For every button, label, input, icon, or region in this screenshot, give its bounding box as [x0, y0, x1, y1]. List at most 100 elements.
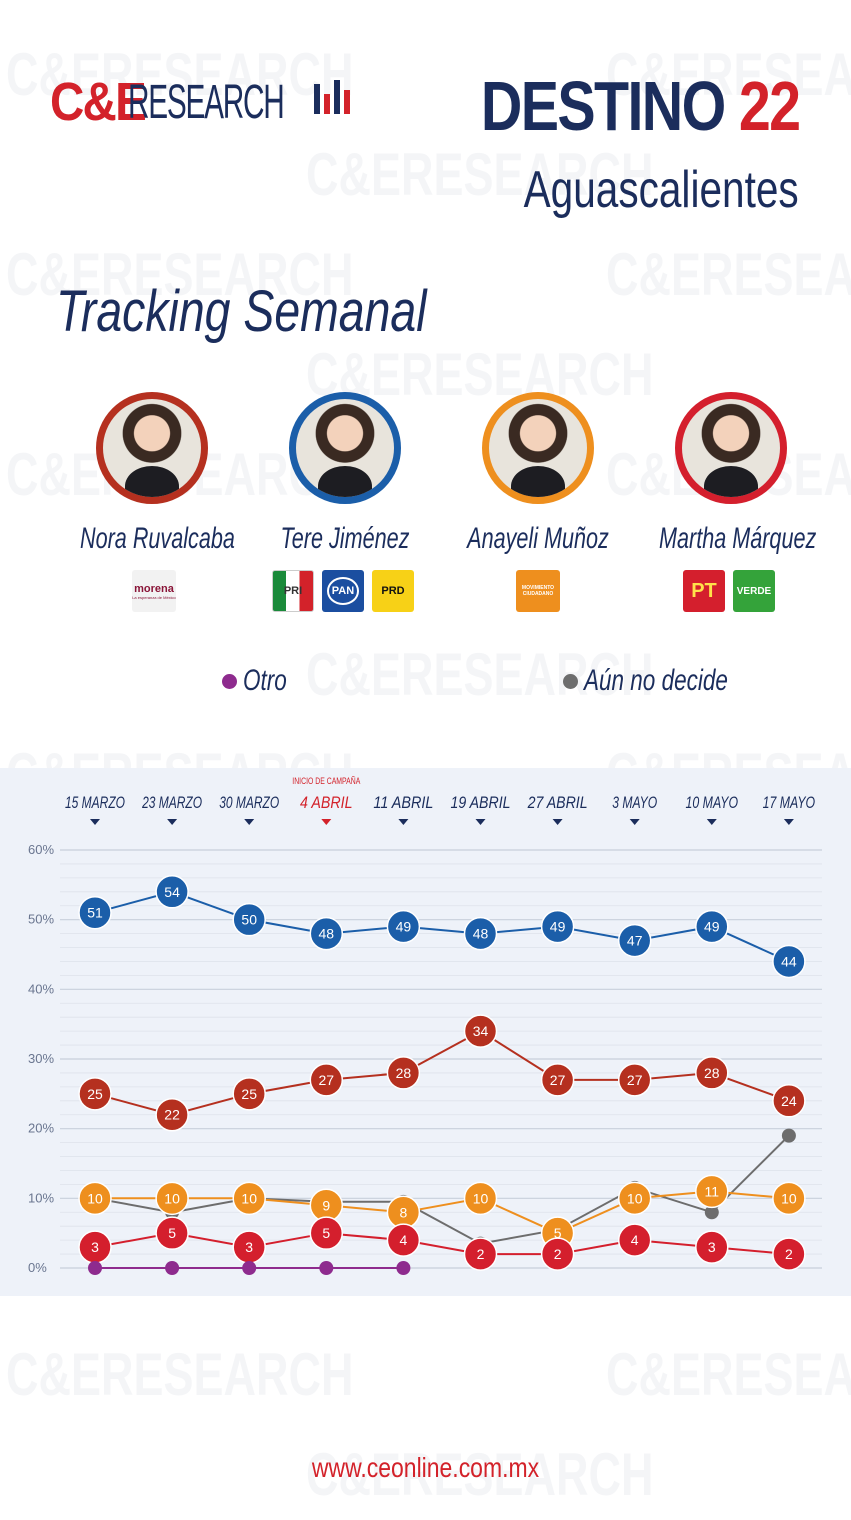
data-point — [309, 916, 344, 951]
legend-dot-icon — [563, 673, 578, 689]
x-marker-icon — [167, 819, 178, 825]
data-label: 27 — [627, 1072, 643, 1088]
y-tick-label: 60% — [28, 842, 54, 857]
data-point — [88, 1261, 102, 1275]
data-point — [617, 1223, 652, 1257]
data-label: 49 — [396, 919, 412, 935]
data-label: 54 — [164, 884, 180, 900]
x-marker-icon — [398, 819, 409, 825]
data-label: 28 — [396, 1065, 412, 1081]
data-label: 2 — [477, 1246, 485, 1262]
data-point — [463, 1237, 498, 1271]
data-label: 10 — [164, 1190, 180, 1206]
watermark-text: C&ERESEARCH — [6, 1341, 354, 1408]
data-point — [232, 1077, 266, 1111]
x-tick-label: 27 ABRIL — [527, 793, 588, 812]
pan-logo-icon: PAN — [322, 570, 364, 612]
legend-otro: Otro — [222, 664, 301, 698]
data-label: 51 — [87, 905, 103, 921]
data-point — [617, 1181, 652, 1216]
data-point — [772, 1181, 806, 1216]
chart-background — [0, 768, 851, 1296]
data-label: 4 — [400, 1232, 408, 1248]
data-label: 2 — [785, 1246, 793, 1262]
data-point — [78, 1077, 112, 1111]
state-subtitle: Aguascalientes — [523, 161, 799, 219]
candidate-name: Nora Ruvalcaba — [80, 522, 235, 555]
data-label: 8 — [400, 1204, 408, 1220]
data-point — [155, 1181, 189, 1216]
y-tick-label: 40% — [28, 981, 54, 996]
data-point — [463, 916, 498, 951]
candidate-photo — [482, 392, 594, 504]
data-label: 10 — [87, 1190, 103, 1206]
data-point — [386, 1056, 421, 1090]
data-label: 28 — [704, 1065, 720, 1081]
data-point — [386, 909, 421, 944]
verde-logo-icon: VERDE — [733, 570, 775, 612]
data-label: 10 — [473, 1190, 489, 1206]
candidate-anayeli: Anayeli Muñoz — [438, 392, 638, 556]
series-line — [94, 1232, 789, 1256]
data-point — [695, 1056, 729, 1090]
data-label: 44 — [781, 953, 797, 969]
data-point — [540, 909, 575, 944]
legend-dot-icon — [222, 673, 237, 689]
tracking-chart: 0% 10% 20% 30% 40% 50% 60% 15 MARZO 23 MARZO 30 M… — [0, 768, 851, 1296]
party-logos-martha: PT VERDE — [683, 570, 775, 612]
data-label: 25 — [87, 1086, 103, 1102]
data-label: 25 — [241, 1086, 257, 1102]
data-label: 2 — [554, 1246, 562, 1262]
data-label: 27 — [550, 1072, 566, 1088]
x-tick-label: 15 MARZO — [65, 793, 125, 812]
data-point — [309, 1216, 344, 1250]
data-point — [617, 1063, 652, 1097]
candidate-photo — [289, 392, 401, 504]
pri-logo-icon: PRI — [272, 570, 314, 612]
watermark-text: C&ERESEARCH — [606, 241, 851, 308]
campaign-start-note: INICIO DE CAMPAÑA — [292, 776, 360, 786]
candidate-photo — [96, 392, 208, 504]
candidate-name: Anayeli Muñoz — [467, 522, 609, 555]
mc-logo-icon: MOVIMIENTO CIUDADANO — [516, 570, 560, 612]
data-point — [155, 875, 189, 909]
logo-ce: C&E — [50, 72, 147, 132]
data-point — [772, 944, 806, 979]
section-title: Tracking Semanal — [56, 279, 427, 344]
page-title: DESTINO 22 — [480, 66, 800, 146]
data-point — [155, 1216, 189, 1250]
data-point — [772, 1237, 806, 1271]
x-marker-icon — [90, 819, 100, 825]
data-point — [463, 1014, 498, 1048]
footer-url[interactable]: www.ceonline.com.mx — [311, 1452, 540, 1483]
data-label: 4 — [631, 1232, 639, 1248]
morena-logo-icon: morena La esperanza de México — [132, 570, 176, 612]
data-point — [781, 1128, 796, 1143]
data-label: 3 — [245, 1239, 253, 1255]
data-label: 11 — [705, 1183, 720, 1199]
pt-logo-icon: PT — [683, 570, 725, 612]
data-point — [242, 1261, 257, 1275]
y-tick-label: 0% — [28, 1260, 47, 1275]
data-label: 5 — [322, 1225, 330, 1241]
x-tick-label: 3 MAYO — [612, 793, 657, 812]
watermark-text: C&ERESEARCH — [606, 1341, 851, 1408]
data-label: 50 — [241, 912, 257, 928]
x-marker-icon — [321, 819, 332, 825]
data-point — [232, 1181, 266, 1216]
x-marker-icon — [706, 819, 717, 825]
data-label: 49 — [550, 919, 566, 935]
series-line — [95, 1190, 789, 1235]
logo-research: RESEARCH — [128, 75, 285, 129]
data-point — [232, 902, 266, 937]
candidate-name: Martha Márquez — [659, 522, 817, 555]
title-word: DESTINO — [480, 67, 725, 145]
ce-research-logo: C&E RESEARCH — [50, 70, 379, 134]
x-tick-label: 17 MAYO — [763, 793, 816, 812]
legend-label: Otro — [243, 664, 287, 697]
data-label: 48 — [319, 926, 335, 942]
party-logos-tere: PRI PAN PRD — [272, 570, 414, 612]
x-marker-icon — [629, 819, 640, 825]
party-logos-anayeli: MOVIMIENTO CIUDADANO — [516, 570, 560, 612]
logo-bars-icon — [314, 80, 350, 114]
